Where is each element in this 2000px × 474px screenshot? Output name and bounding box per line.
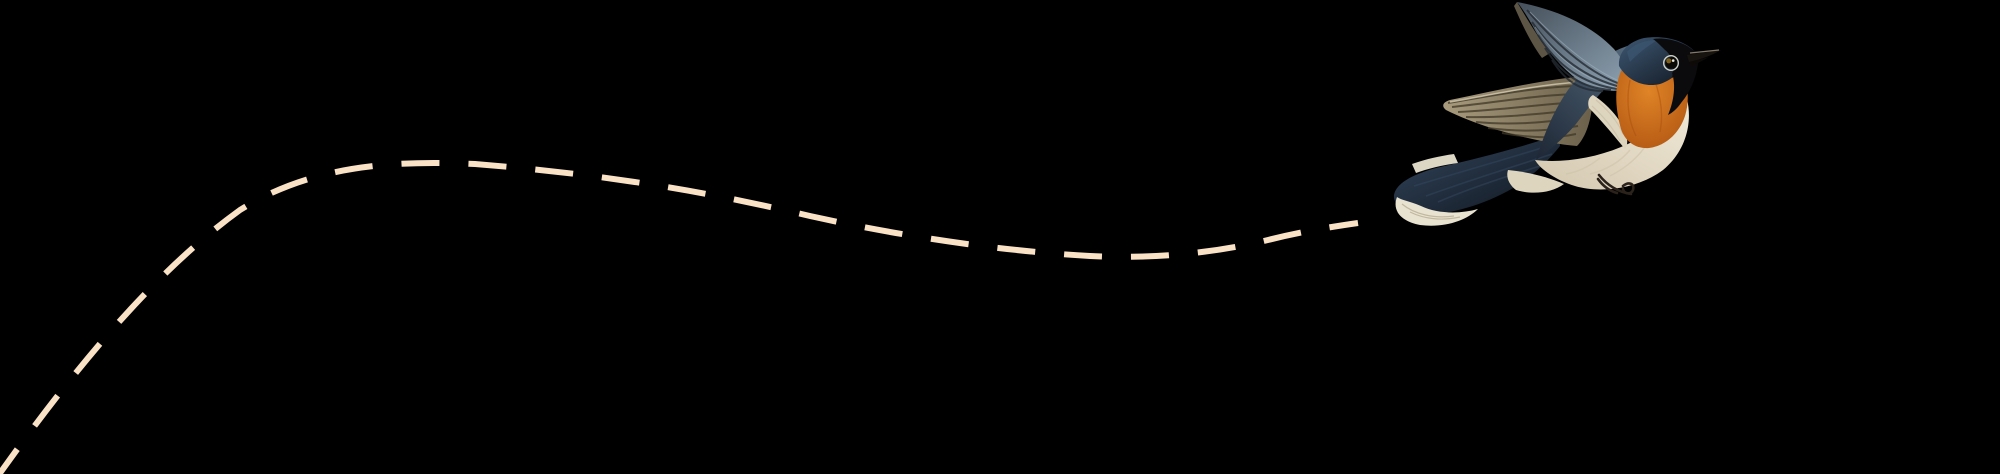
flight-path-dashed-line bbox=[0, 159, 1359, 474]
bird-wing-lining bbox=[1588, 95, 1628, 149]
bird-upper-wing bbox=[1514, 2, 1629, 92]
eye-iris bbox=[1666, 58, 1672, 64]
upper-wing-feather-lines bbox=[1526, 9, 1624, 92]
tail-white-tips bbox=[1395, 197, 1478, 226]
bird-beak bbox=[1687, 49, 1721, 67]
beak-lower-mandible bbox=[1689, 57, 1709, 67]
tail-feather-lines bbox=[1413, 145, 1553, 203]
tail-top-cream-edge bbox=[1412, 154, 1458, 173]
eye-ring bbox=[1663, 55, 1680, 72]
upper-wing-light-edges bbox=[1529, 11, 1625, 89]
tail-white-feather-lines bbox=[1401, 203, 1461, 220]
bird-head bbox=[1618, 37, 1702, 115]
bird-chin-mask bbox=[1668, 55, 1699, 115]
upper-wing-khaki-edge bbox=[1514, 2, 1550, 58]
eye-glint bbox=[1671, 59, 1675, 62]
beak-ridge-highlight bbox=[1689, 49, 1720, 54]
wing-lining-lines bbox=[1591, 99, 1624, 142]
bird-foot bbox=[1596, 173, 1635, 196]
bird-face-mask bbox=[1653, 38, 1702, 78]
bird-tail bbox=[1393, 134, 1560, 226]
bird-undertail-coverts bbox=[1507, 170, 1564, 193]
bird-eye bbox=[1663, 55, 1680, 72]
bird-mantle bbox=[1536, 42, 1664, 160]
swallow-bird-illustration bbox=[1393, 2, 1721, 226]
head-crown-sheen bbox=[1627, 40, 1657, 62]
